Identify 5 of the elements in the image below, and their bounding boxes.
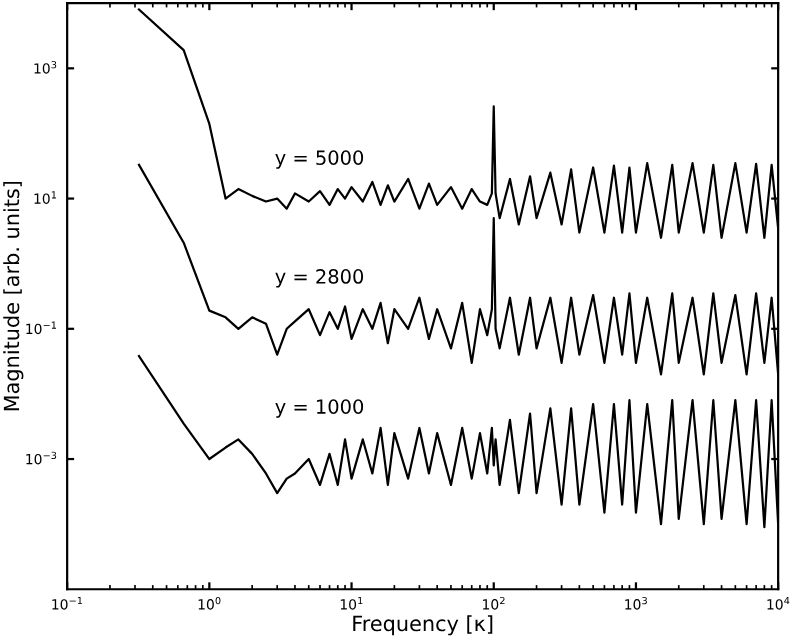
series-label: y = 1000: [275, 399, 364, 418]
y-axis-title: Magnitude [arb. units]: [3, 181, 24, 411]
x-axis-title: Frequency [κ]: [353, 615, 493, 636]
series-label: y = 2800: [275, 269, 364, 288]
series-label: y = 5000: [275, 150, 364, 169]
